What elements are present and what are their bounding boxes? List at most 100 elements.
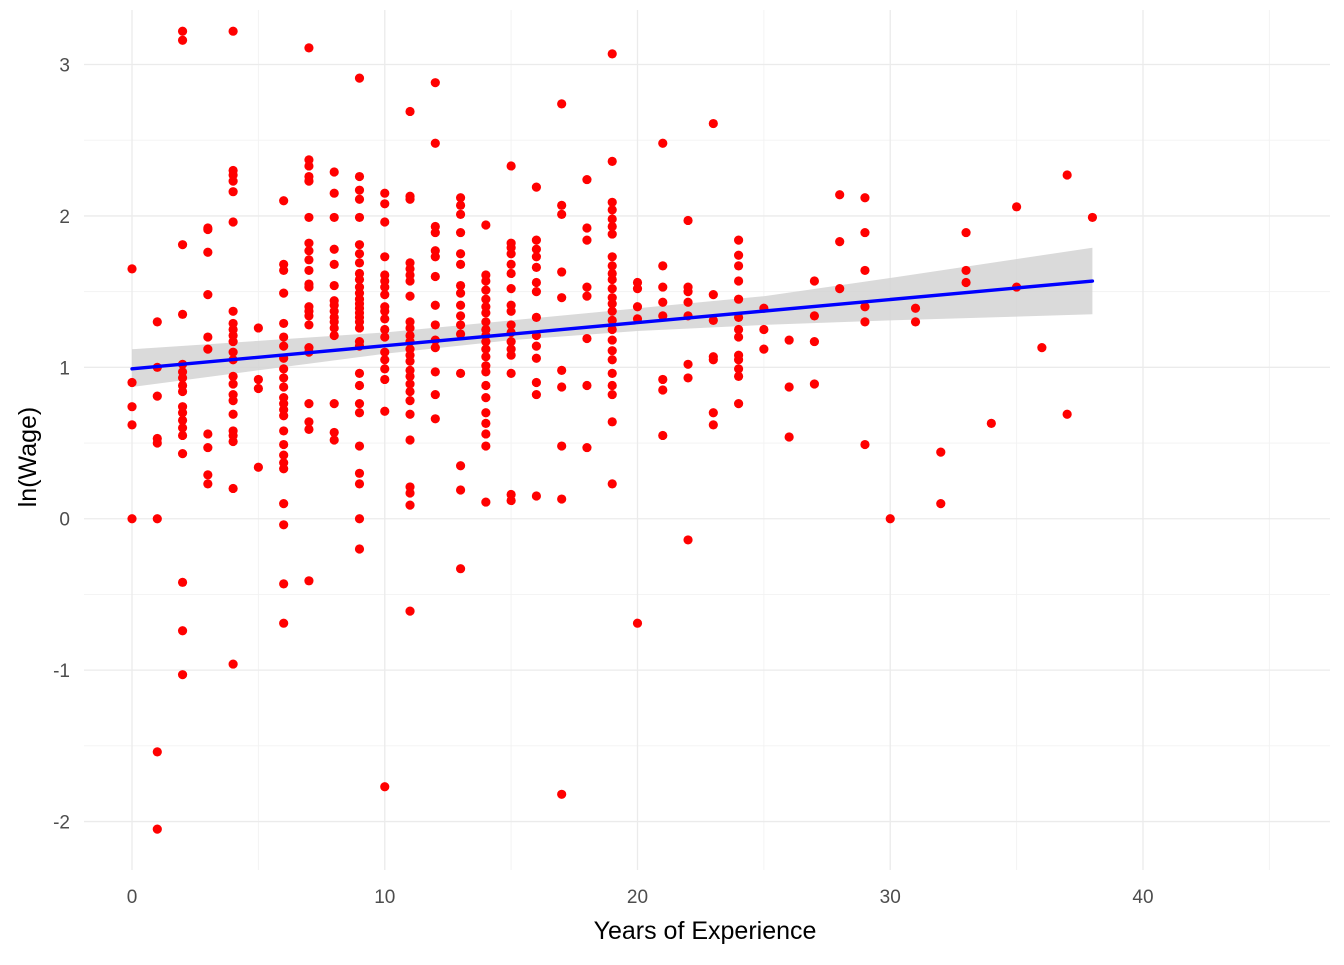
data-point (658, 311, 668, 321)
data-point (961, 265, 971, 276)
data-point (936, 498, 946, 509)
x-axis-title: Years of Experience (594, 917, 817, 945)
data-point (708, 408, 718, 418)
data-point (279, 318, 289, 329)
data-point (733, 355, 744, 365)
data-point (380, 782, 390, 792)
data-point (304, 311, 314, 321)
data-point (253, 374, 263, 385)
data-point (733, 235, 744, 245)
data-point (835, 237, 845, 247)
x-tick-label: 40 (1132, 887, 1153, 908)
data-point (531, 353, 542, 363)
data-point (455, 368, 466, 378)
data-point (1087, 212, 1098, 223)
data-point (531, 389, 542, 400)
data-point (279, 265, 289, 276)
data-point (506, 350, 516, 360)
data-point (455, 311, 466, 321)
data-point (279, 439, 289, 450)
data-point (784, 335, 794, 345)
data-point (835, 190, 845, 200)
data-point (304, 212, 314, 223)
data-point (127, 420, 137, 430)
data-point (733, 399, 744, 409)
data-point (354, 408, 365, 418)
data-point (455, 288, 466, 298)
data-point (683, 287, 693, 297)
data-point (253, 383, 263, 394)
data-point (329, 244, 339, 254)
regression-line (130, 279, 1095, 371)
data-point (279, 450, 289, 460)
data-point (152, 824, 162, 834)
data-point (481, 352, 491, 362)
data-point (152, 438, 162, 448)
data-point (354, 380, 365, 391)
data-point (304, 282, 314, 292)
data-point (405, 409, 415, 419)
data-point (380, 188, 390, 198)
data-point (860, 302, 870, 312)
data-point (557, 209, 567, 220)
data-point (405, 356, 415, 366)
data-point (784, 432, 794, 442)
data-point (607, 261, 617, 271)
data-point (455, 259, 466, 269)
data-point (557, 494, 567, 504)
data-point (228, 176, 238, 186)
data-point (354, 185, 365, 195)
data-point (708, 355, 718, 365)
data-point (203, 344, 213, 354)
data-point (405, 371, 415, 382)
data-point (304, 43, 314, 53)
data-point (455, 564, 466, 574)
x-tick-label: 10 (374, 887, 395, 908)
data-point (557, 99, 567, 109)
data-point (177, 35, 188, 45)
data-point (177, 670, 188, 680)
data-point (557, 441, 567, 451)
data-point (683, 297, 693, 307)
data-point (304, 399, 314, 409)
data-point (279, 341, 289, 351)
data-point (177, 309, 188, 319)
data-point (253, 462, 263, 472)
data-point (203, 429, 213, 439)
data-point (632, 618, 643, 628)
data-point (759, 344, 769, 354)
data-point (582, 380, 592, 391)
data-point (354, 73, 365, 83)
data-point (683, 215, 693, 226)
data-point (632, 283, 643, 294)
data-point (481, 429, 491, 439)
data-point (481, 276, 491, 286)
data-point (607, 479, 617, 489)
data-point (405, 291, 415, 301)
data-point (228, 409, 238, 419)
data-point (607, 380, 617, 391)
data-point (455, 209, 466, 220)
data-point (430, 343, 440, 353)
data-point (607, 283, 617, 294)
data-point (405, 379, 415, 389)
data-points (127, 26, 1098, 834)
data-point (177, 430, 188, 441)
data-point (455, 193, 466, 203)
data-point (228, 336, 238, 347)
data-point (455, 485, 466, 495)
data-point (658, 430, 668, 441)
data-point (354, 171, 365, 182)
data-point (279, 288, 289, 298)
data-point (380, 290, 390, 300)
data-point (354, 212, 365, 223)
data-point (279, 426, 289, 436)
data-point (607, 306, 617, 316)
data-point (531, 312, 542, 322)
data-point (910, 317, 921, 327)
data-point (228, 347, 238, 357)
data-point (430, 252, 440, 262)
data-point (329, 323, 339, 333)
data-point (607, 389, 617, 400)
data-point (304, 424, 314, 435)
